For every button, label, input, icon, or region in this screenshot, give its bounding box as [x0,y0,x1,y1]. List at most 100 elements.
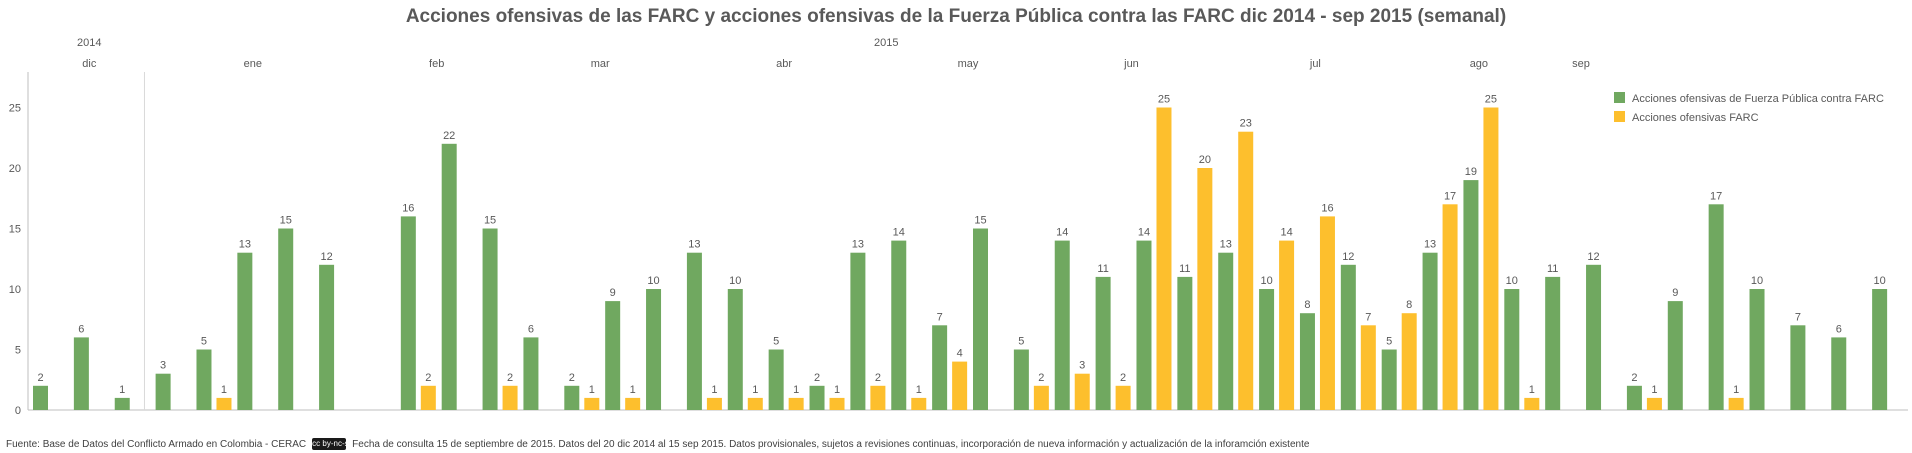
data-label: 5 [773,336,779,348]
bar-fuerza-publica [973,228,988,410]
data-label: 13 [239,239,251,251]
bar-fuerza-publica [1790,325,1806,410]
data-label: 14 [1056,227,1068,239]
y-tick-label: 10 [9,284,21,296]
chart-title: Acciones ofensivas de las FARC y accione… [406,6,1506,27]
bar-farc [1728,397,1744,410]
data-label: 2 [1631,372,1637,384]
legend: Acciones ofensivas de Fuerza Pública con… [1614,92,1884,124]
month-label: ene [244,58,262,70]
bar-fuerza-publica [155,373,171,410]
month-label: ago [1470,58,1488,70]
data-label: 5 [1018,336,1024,348]
bar-fuerza-publica [1218,252,1234,410]
bar-fuerza-publica [1177,276,1193,410]
data-label: 10 [647,275,659,287]
bar-farc [1524,397,1540,410]
month-label: mar [591,58,610,70]
bar-fuerza-publica [73,337,89,410]
bar-fuerza-publica [1259,289,1275,410]
bar-farc [1319,216,1335,410]
y-tick-label: 15 [9,224,21,236]
data-label: 15 [280,215,292,227]
legend-entry: Acciones ofensivas FARC [1632,112,1759,124]
data-label: 2 [37,372,43,384]
bar-fuerza-publica [1545,276,1561,410]
data-label: 10 [1751,275,1763,287]
y-tick-label: 25 [9,103,21,115]
bar-farc [1279,240,1295,410]
bar-fuerza-publica [891,240,907,410]
data-label: 17 [1444,190,1456,202]
bar-fuerza-publica [727,289,743,410]
data-label: 6 [78,323,84,335]
data-label: 1 [589,384,595,396]
bar-farc [952,361,968,410]
bar-fuerza-publica [932,325,948,410]
bar-fuerza-publica [1708,204,1724,410]
data-label: 14 [1280,227,1292,239]
data-label: 14 [1138,227,1150,239]
data-label: 22 [443,130,455,142]
data-label: 1 [630,384,636,396]
bar-fuerza-publica [1381,349,1397,410]
bar-fuerza-publica [1749,289,1765,410]
data-label: 1 [119,384,125,396]
footer-note: Fecha de consulta 15 de septiembre de 20… [352,438,1310,450]
bar-farc [1238,131,1254,410]
data-label: 17 [1710,190,1722,202]
bar-fuerza-publica [114,397,130,410]
bar-farc [420,385,436,410]
bar-fuerza-publica [809,385,825,410]
data-label: 12 [1587,251,1599,263]
y-tick-label: 20 [9,163,21,175]
bar-fuerza-publica [1013,349,1029,410]
data-label: 10 [1506,275,1518,287]
bar-fuerza-publica [33,385,48,410]
bar-farc [1115,385,1131,410]
y-tick-label: 5 [15,345,21,357]
data-label: 19 [1465,166,1477,178]
bar-fuerza-publica [482,228,498,410]
data-label: 13 [1424,239,1436,251]
bar-fuerza-publica [646,289,662,410]
data-label: 8 [1406,299,1412,311]
data-label: 11 [1179,263,1190,275]
data-label: 4 [957,348,963,360]
data-label: 1 [1651,384,1657,396]
data-label: 7 [937,311,943,323]
data-label: 15 [974,215,986,227]
data-label: 10 [729,275,741,287]
data-label: 25 [1485,94,1497,106]
legend-entry: Acciones ofensivas de Fuerza Pública con… [1632,93,1884,105]
bar-fuerza-publica [1136,240,1152,410]
bar-fuerza-publica [1667,301,1683,410]
data-label: 8 [1304,299,1310,311]
bar-farc [829,397,845,410]
month-label: jul [1309,58,1321,70]
data-label: 10 [1874,275,1886,287]
year-label: 2015 [874,37,898,49]
legend-swatch [1614,111,1625,122]
bar-farc [1442,204,1458,410]
bar-farc [1360,325,1376,410]
bar-fuerza-publica [278,228,294,410]
data-label: 2 [425,372,431,384]
bar-fuerza-publica [686,252,702,410]
data-label: 1 [221,384,227,396]
bar-farc [216,397,232,410]
data-label: 5 [201,336,207,348]
bar-fuerza-publica [1054,240,1070,410]
data-label: 2 [1120,372,1126,384]
bar-fuerza-publica [1831,337,1847,410]
data-label: 2 [569,372,575,384]
bar-fuerza-publica [850,252,866,410]
data-label: 3 [160,360,166,372]
footer: Fuente: Base de Datos del Conflicto Arma… [6,438,1309,450]
bar-farc [706,397,722,410]
data-label: 6 [1836,323,1842,335]
bar-farc [1156,107,1172,410]
data-label: 13 [852,239,864,251]
bar-farc [1197,168,1213,410]
